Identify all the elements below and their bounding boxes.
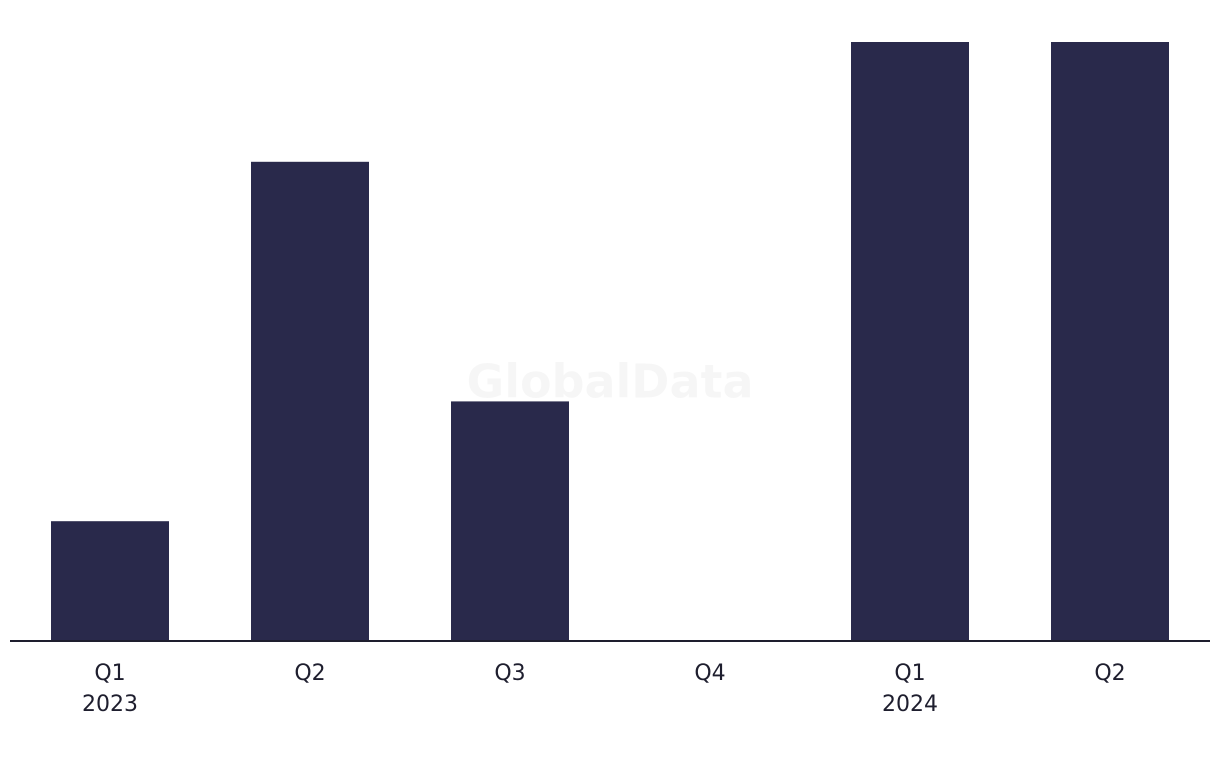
x-tick-label: Q1 xyxy=(94,661,125,686)
bar xyxy=(451,401,569,641)
bar xyxy=(1051,42,1169,641)
watermark: GlobalData xyxy=(466,355,753,409)
x-tick-label: Q3 xyxy=(494,661,525,686)
x-group-label: 2023 xyxy=(82,692,138,717)
bar xyxy=(251,161,369,642)
x-tick-label: Q4 xyxy=(694,661,725,686)
bar xyxy=(851,42,969,641)
x-tick-label: Q2 xyxy=(294,661,325,686)
x-tick-label: Q1 xyxy=(894,661,925,686)
bar xyxy=(51,521,169,641)
x-group-label: 2024 xyxy=(882,692,938,717)
x-tick-label: Q2 xyxy=(1094,661,1125,686)
